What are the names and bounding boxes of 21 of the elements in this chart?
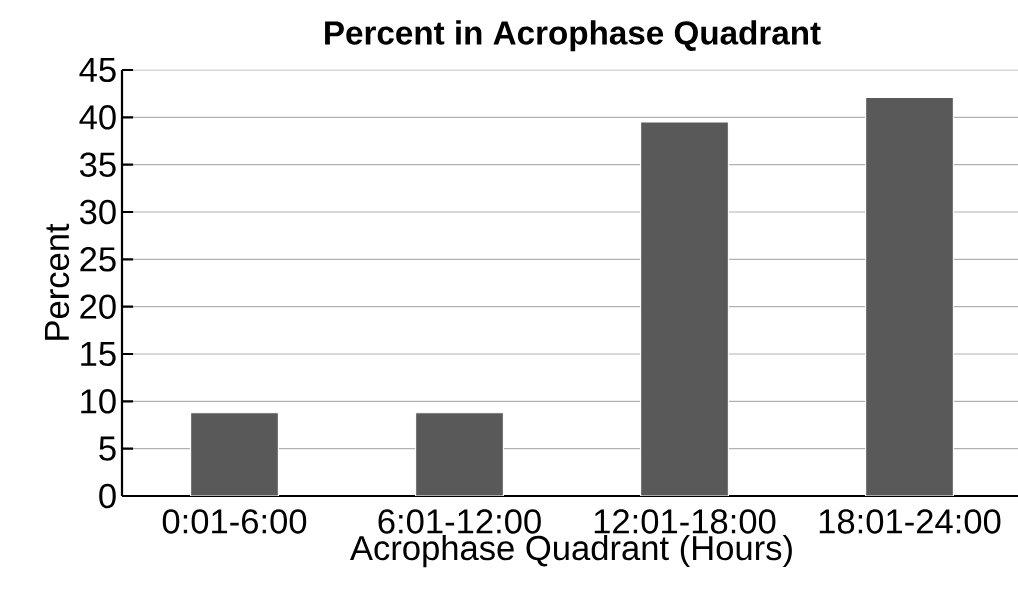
chart-title: Percent in Acrophase Quadrant xyxy=(325,20,821,52)
y-tick-label: 40 xyxy=(79,105,116,130)
y-tick-label: 10 xyxy=(81,389,116,414)
x-tick-label: 6:01-12:00 xyxy=(378,509,541,534)
y-tick-label: 45 xyxy=(79,57,116,83)
x-tick-label: 0:01-6:00 xyxy=(162,509,307,534)
x-tick-label: 12:01-18:00 xyxy=(594,509,776,534)
y-tick-label: 35 xyxy=(79,152,116,177)
y-tick-label: 15 xyxy=(81,341,116,367)
x-tick-label: 18:01-24:00 xyxy=(819,509,1001,534)
y-tick-label: 25 xyxy=(80,247,116,272)
y-axis-title: Percent xyxy=(44,223,70,340)
y-tick-label: 0 xyxy=(99,483,116,509)
bar xyxy=(865,96,954,496)
y-tick-label: 5 xyxy=(99,436,116,461)
bar xyxy=(640,121,729,496)
y-tick-label: 30 xyxy=(79,199,116,225)
bar xyxy=(190,412,279,496)
x-axis-title: Acrophase Quadrant (Hours) xyxy=(349,534,792,568)
bar xyxy=(415,412,504,496)
y-tick-label: 20 xyxy=(80,294,116,319)
